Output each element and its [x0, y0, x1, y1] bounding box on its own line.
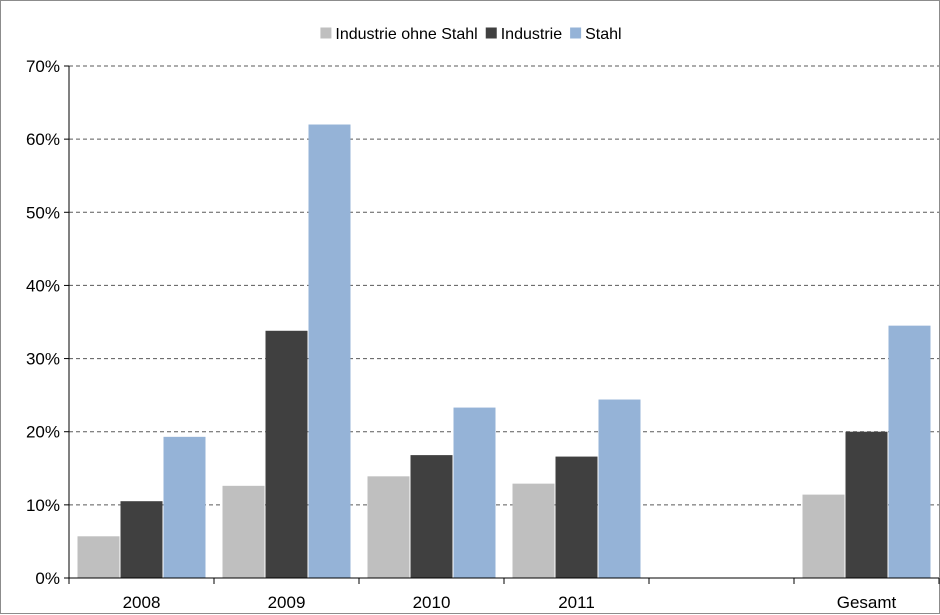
y-tick-label: 70% — [26, 57, 60, 76]
bar-stahl-2010 — [453, 407, 496, 578]
bar-stahl-2008 — [163, 436, 206, 578]
bar-industrie-gesamt — [845, 431, 888, 578]
x-category-label: 2009 — [268, 593, 306, 612]
bar-industrie-2011 — [555, 456, 598, 578]
y-tick-label: 60% — [26, 130, 60, 149]
bar-stahl-2009 — [308, 124, 351, 578]
x-category-label: 2011 — [558, 593, 595, 612]
y-tick-label: 30% — [26, 350, 60, 369]
x-category-label: Gesamt — [837, 593, 897, 612]
y-tick-label: 10% — [26, 496, 60, 515]
axes — [68, 66, 940, 584]
bar-stahl-2011 — [598, 399, 641, 578]
x-category-label: 2008 — [123, 593, 161, 612]
legend-swatch-industrie-ohne-stahl — [320, 27, 332, 39]
gridlines — [64, 65, 939, 579]
bar-industrie-ohne-stahl-2008 — [77, 536, 120, 578]
x-axis-category-labels: 2008 2009 2010 2011 Gesamt — [123, 593, 897, 612]
y-tick-label: 0% — [35, 569, 60, 588]
bar-industrie-2009 — [265, 330, 308, 578]
x-category-label: 2010 — [413, 593, 451, 612]
bar-industrie-2010 — [410, 455, 453, 578]
bar-industrie-2008 — [120, 501, 163, 578]
legend-swatch-industrie — [485, 27, 497, 39]
legend-label: Stahl — [585, 26, 621, 43]
bar-stahl-gesamt — [888, 325, 931, 578]
y-tick-label: 40% — [26, 276, 60, 295]
legend: Industrie ohne Stahl Industrie Stahl — [320, 26, 622, 43]
legend-label: Industrie — [501, 26, 562, 43]
y-axis-tick-labels: 0% 10% 20% 30% 40% 50% 60% 70% — [26, 57, 60, 588]
legend-label: Industrie ohne Stahl — [335, 26, 477, 43]
bar-industrie-ohne-stahl-2011 — [512, 483, 555, 578]
y-tick-label: 50% — [26, 203, 60, 222]
bar-industrie-ohne-stahl-gesamt — [802, 494, 845, 578]
bar-industrie-ohne-stahl-2009 — [222, 485, 265, 578]
y-tick-label: 20% — [26, 423, 60, 442]
legend-swatch-stahl — [570, 27, 582, 39]
bar-industrie-ohne-stahl-2010 — [367, 476, 410, 578]
bars — [77, 124, 931, 578]
